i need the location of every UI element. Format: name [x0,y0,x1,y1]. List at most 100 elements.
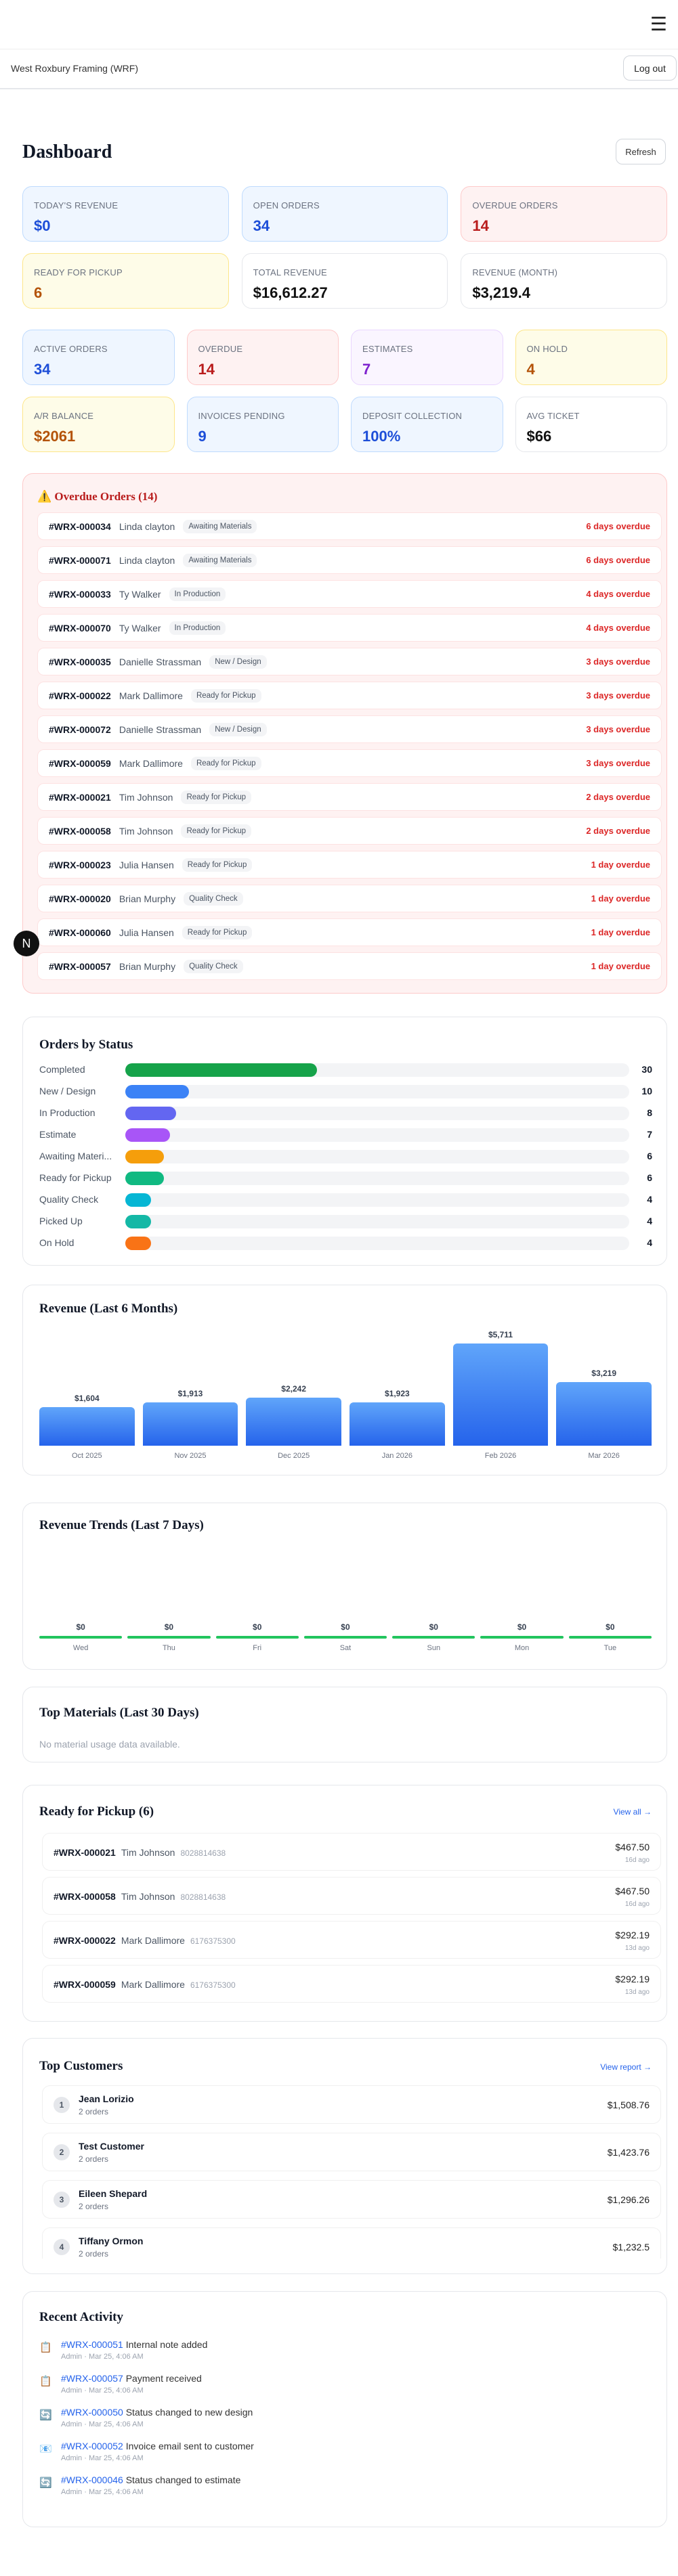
overdue-order-row[interactable]: #WRX-000072 Danielle Strassman New / Desig… [37,715,662,743]
overdue-order-row[interactable]: #WRX-000070 Ty Walker In Production 4 days … [37,614,662,642]
overdue-days: 3 days overdue [586,657,650,667]
status-badge: Awaiting Materials [183,553,257,567]
customer-name: Mark Dallimore [121,1935,185,1946]
status-bar-row: Completed 30 [39,1063,652,1077]
order-amount: $467.50 [615,1842,650,1852]
activity-item: 📋 #WRX-000057 Payment received Admin · Mar… [39,2373,649,2403]
activity-title: Recent Activity [39,2310,123,2324]
overdue-order-row[interactable]: #WRX-000060 Julia Hansen Ready for Pickup 1… [37,918,662,946]
kpi-value: $0 [34,217,51,234]
customer-total: $1,423.76 [607,2147,650,2158]
revenue-bar [349,1402,445,1446]
overdue-days: 4 days overdue [586,589,650,599]
kpi-card: Overdue 14 [186,330,339,385]
status-count: 8 [647,1107,652,1118]
order-link[interactable]: #WRX-000050 [61,2407,123,2418]
overdue-order-row[interactable]: #WRX-000034 Linda clayton Awaiting Materia… [37,512,662,540]
overdue-order-row[interactable]: #WRX-000059 Mark Dallimore Ready for Picku… [37,749,662,777]
status-label: Completed [39,1064,85,1075]
order-id: #WRX-000023 [49,859,111,870]
status-badge: In Production [169,587,226,601]
status-bar-row: Awaiting Materi... 6 [39,1150,652,1163]
order-count: 2 orders [79,2202,109,2211]
order-count: 2 orders [79,2249,109,2259]
overdue-order-row[interactable]: #WRX-000023 Julia Hansen Ready for Pickup 1… [37,851,662,879]
recent-activity-panel: Recent Activity 📋 #WRX-000051 Internal no… [22,2291,667,2527]
status-bar-track [125,1107,629,1120]
dashboard-header: Dashboard Refresh [22,139,667,164]
overdue-title: ⚠️ Overdue Orders (14) [37,490,158,503]
order-id: #WRX-000057 [49,960,111,972]
kpi-card: Open Orders 34 [241,186,448,242]
activity-item: 🔄 #WRX-000050 Status changed to new desig… [39,2407,649,2437]
kpi-value: $2061 [34,428,76,445]
refresh-button[interactable]: Refresh [616,139,666,164]
overdue-orders-panel: ⚠️ Overdue Orders (14) #WRX-000034 Linda … [22,473,667,994]
customer-row[interactable]: 4 Tiffany Ormon 2 orders $1,232.5 [42,2227,661,2259]
status-bar-fill [125,1107,177,1120]
overdue-order-row[interactable]: #WRX-000071 Linda clayton Awaiting Materia… [37,546,662,574]
trend-value-label: $0 [253,1622,262,1632]
activity-meta: Admin · Mar 25, 4:06 AM [61,2353,144,2361]
overdue-order-row[interactable]: #WRX-000022 Mark Dallimore Ready for Picku… [37,682,662,709]
order-link[interactable]: #WRX-000046 [61,2474,123,2485]
overdue-days: 3 days overdue [586,690,650,701]
order-id: #WRX-000020 [49,893,111,904]
overdue-order-row[interactable]: #WRX-000020 Brian Murphy Quality Check 1 da… [37,885,662,912]
revenue-month-label: Oct 2025 [72,1452,102,1460]
status-count: 4 [647,1237,652,1248]
view-report-link[interactable]: View report → [600,2062,652,2072]
email-icon: 📧 [39,2443,52,2455]
customers-list[interactable]: 1 Jean Lorizio 2 orders $1,508.76 2 Test Cust… [42,2085,661,2259]
overdue-days: 1 day overdue [591,860,650,870]
clipboard-icon: 📋 [39,2376,52,2387]
overdue-order-row[interactable]: #WRX-000035 Danielle Strassman New / Desig… [37,648,662,675]
logout-button[interactable]: Log out [623,55,677,81]
customer-row[interactable]: 1 Jean Lorizio 2 orders $1,508.76 [42,2085,661,2124]
order-id: #WRX-000059 [49,757,111,769]
status-count: 4 [647,1216,652,1226]
status-count: 30 [641,1064,652,1075]
customer-total: $1,232.5 [612,2242,650,2252]
status-bar-fill [125,1237,151,1250]
pickup-row[interactable]: #WRX-000059 Mark Dallimore 6176375300 $292.… [42,1965,661,2003]
pickup-row[interactable]: #WRX-000058 Tim Johnson 8028814638 $467.50 1… [42,1877,661,1915]
page-title: Dashboard [22,141,112,162]
activity-description: Status changed to new design [125,2407,253,2418]
overdue-order-row[interactable]: #WRX-000033 Ty Walker In Production 4 days … [37,580,662,608]
kpi-label: Open Orders [253,200,320,210]
status-bar-track [125,1128,629,1142]
status-bar-row: Picked Up 4 [39,1215,652,1228]
kpi-value: 7 [362,361,371,378]
overdue-order-row[interactable]: #WRX-000021 Tim Johnson Ready for Pickup 2 … [37,783,662,811]
pickup-row[interactable]: #WRX-000021 Tim Johnson 8028814638 $467.50 1… [42,1833,661,1871]
rank-badge: 4 [54,2239,70,2255]
overdue-order-row[interactable]: #WRX-000057 Brian Murphy Quality Check 1 da… [37,952,662,980]
customer-name: Eileen Shepard [79,2188,148,2199]
customer-row[interactable]: 2 Test Customer 2 orders $1,423.76 [42,2133,661,2171]
view-all-link[interactable]: View all → [613,1807,652,1817]
customer-row[interactable]: 3 Eileen Shepard 2 orders $1,296.26 [42,2180,661,2219]
activity-list[interactable]: 📋 #WRX-000051 Internal note added Admin · … [39,2339,649,2512]
trend-bar [215,1636,299,1639]
order-link[interactable]: #WRX-000052 [61,2441,123,2451]
pickup-row[interactable]: #WRX-000022 Mark Dallimore 6176375300 $292.… [42,1921,661,1959]
status-bar-row: In Production 8 [39,1107,652,1120]
status-bar-track [125,1150,629,1163]
status-bar-track [125,1085,629,1098]
order-id: #WRX-000072 [49,724,111,735]
trend-bar [568,1636,652,1639]
status-bar-row: On Hold 4 [39,1237,652,1250]
trends-title: Revenue Trends (Last 7 Days) [39,1518,204,1532]
overdue-days: 4 days overdue [586,623,650,633]
top-materials-panel: Top Materials (Last 30 Days) No material… [22,1687,667,1762]
dev-tools-badge[interactable]: N [14,931,39,956]
trend-bar [39,1636,123,1639]
trend-bar [303,1636,387,1639]
materials-title: Top Materials (Last 30 Days) [39,1706,199,1720]
order-link[interactable]: #WRX-000051 [61,2339,123,2350]
overdue-days: 2 days overdue [586,792,650,802]
overdue-order-row[interactable]: #WRX-000058 Tim Johnson Ready for Pickup 2 … [37,817,662,845]
order-link[interactable]: #WRX-000057 [61,2373,123,2384]
hamburger-icon[interactable]: ☰ [650,14,667,35]
